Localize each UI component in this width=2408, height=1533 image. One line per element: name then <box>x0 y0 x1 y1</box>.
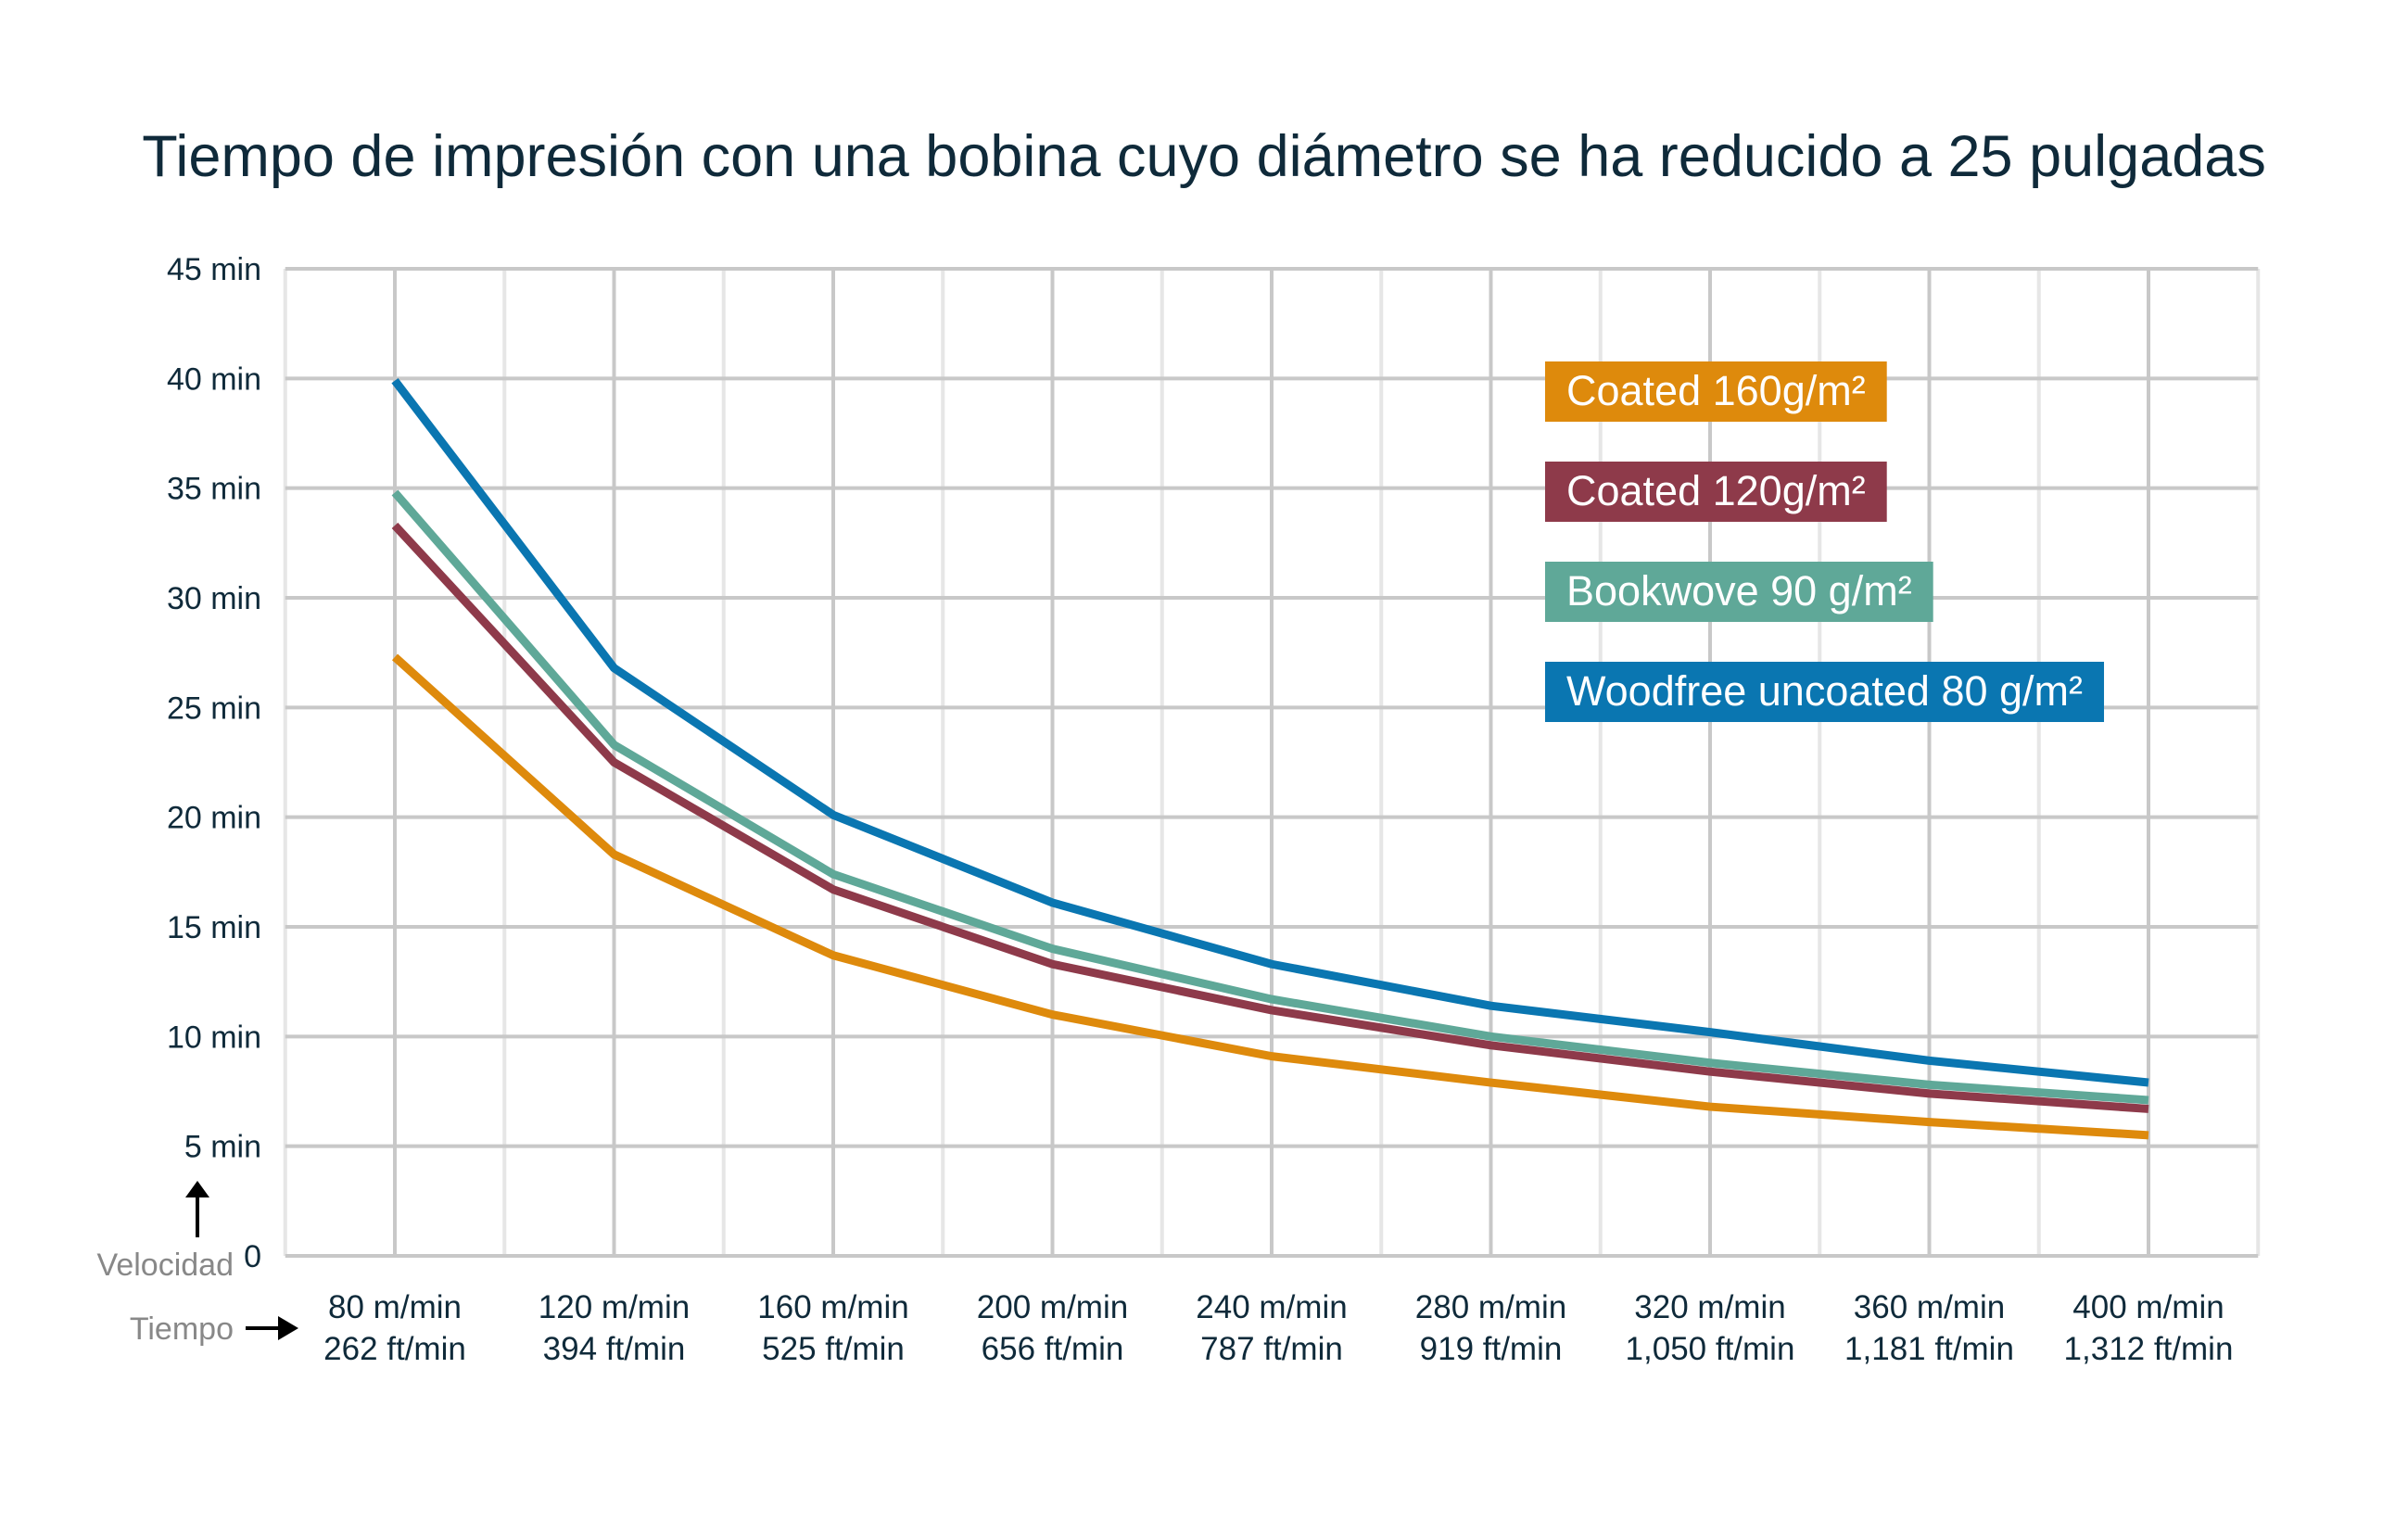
x-tick-label: 919 ft/min <box>1420 1331 1563 1367</box>
x-tick-label: 394 ft/min <box>543 1331 686 1367</box>
x-tick-label: 160 m/min <box>757 1289 908 1325</box>
x-tick-label: 1,312 ft/min <box>2064 1331 2234 1367</box>
y-tick-label: 20 min <box>167 801 261 836</box>
series-lines <box>391 377 2149 1140</box>
y-tick-label: 0 <box>244 1239 261 1274</box>
series-line <box>391 377 2149 1087</box>
legend-swatch <box>1545 662 2105 722</box>
y-tick-label: 35 min <box>167 472 261 507</box>
x-tick-label: 1,181 ft/min <box>1844 1331 2014 1367</box>
x-tick-label: 120 m/min <box>539 1289 690 1325</box>
y-tick-label: 45 min <box>167 252 261 287</box>
chart-title: Tiempo de impresión con una bobina cuyo … <box>142 124 2266 189</box>
y-tick-label: 25 min <box>167 690 261 726</box>
y-tick-label: 15 min <box>167 910 261 945</box>
legend-swatch <box>1545 361 1887 422</box>
legend-label: Coated 120g/m² <box>1566 467 1866 514</box>
y-tick-label: 5 min <box>184 1130 261 1165</box>
x-tick-label: 360 m/min <box>1854 1289 2005 1325</box>
x-tick-label: 240 m/min <box>1196 1289 1347 1325</box>
y-tick-label: 10 min <box>167 1020 261 1055</box>
x-axis-label: Tiempo <box>130 1311 234 1347</box>
x-tick-labels: 80 m/min 262 ft/min 120 m/min 394 ft/min 160… <box>323 1289 2233 1367</box>
legend-label: Bookwove 90 g/m² <box>1566 567 1912 614</box>
x-tick-label: 656 ft/min <box>982 1331 1124 1367</box>
x-tick-label: 200 m/min <box>977 1289 1128 1325</box>
legend-swatch <box>1545 462 1887 522</box>
legend-label: Coated 160g/m² <box>1566 367 1866 414</box>
x-tick-label: 262 ft/min <box>323 1331 466 1367</box>
y-tick-label: 30 min <box>167 581 261 616</box>
axis-hints: Velocidad Tiempo <box>97 1181 298 1347</box>
legend: Coated 160g/m² Coated 120g/m² Bookwove 90 … <box>1545 361 2105 722</box>
up-arrow-head-icon <box>185 1181 209 1197</box>
right-arrow-head-icon <box>278 1316 298 1340</box>
y-tick-labels: 0 5 min 10 min 15 min 20 min 25 min 30 min 35 m… <box>167 252 261 1274</box>
x-tick-label: 787 ft/min <box>1200 1331 1343 1367</box>
legend-label: Woodfree uncoated 80 g/m² <box>1566 667 2083 715</box>
x-tick-label: 320 m/min <box>1634 1289 1785 1325</box>
x-tick-label: 280 m/min <box>1415 1289 1566 1325</box>
series-line <box>391 522 2149 1113</box>
x-tick-label: 400 m/min <box>2072 1289 2224 1325</box>
x-tick-label: 525 ft/min <box>762 1331 905 1367</box>
series-line <box>391 489 2149 1105</box>
y-tick-label: 40 min <box>167 361 261 397</box>
legend-swatch <box>1545 562 1933 622</box>
x-tick-label: 1,050 ft/min <box>1626 1331 1795 1367</box>
grid <box>283 267 2261 1258</box>
y-axis-label: Velocidad <box>97 1248 234 1283</box>
series-line <box>391 653 2149 1140</box>
x-tick-label: 80 m/min <box>328 1289 462 1325</box>
